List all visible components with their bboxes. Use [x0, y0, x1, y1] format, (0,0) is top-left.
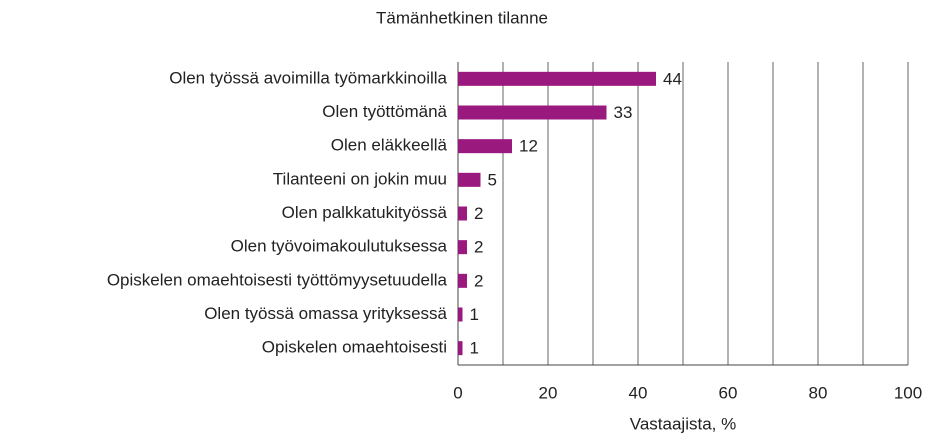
- y-tick-label: Olen työssä omassa yrityksessä: [204, 304, 447, 323]
- x-tick-label: 80: [809, 383, 828, 402]
- x-axis-label: Vastaajista, %: [630, 414, 736, 433]
- value-label: 1: [470, 305, 479, 324]
- value-label: 2: [474, 204, 483, 223]
- value-label: 33: [614, 103, 633, 122]
- bar: [458, 341, 463, 356]
- bar: [458, 139, 512, 154]
- y-tick-label: Opiskelen omaehtoisesti: [262, 338, 447, 357]
- bar: [458, 240, 467, 255]
- chart-title: Tämänhetkinen tilanne: [376, 8, 548, 27]
- x-tick-label: 100: [894, 383, 922, 402]
- bar: [458, 105, 607, 120]
- value-label: 5: [488, 170, 497, 189]
- y-tick-label: Olen työssä avoimilla työmarkkinoilla: [169, 68, 447, 87]
- value-label: 2: [474, 238, 483, 257]
- y-tick-label: Tilanteeni on jokin muu: [273, 169, 447, 188]
- y-tick-label: Opiskelen omaehtoisesti työttömyysetuude…: [107, 270, 448, 289]
- value-label: 1: [470, 339, 479, 358]
- bar: [458, 273, 467, 288]
- bar: [458, 172, 481, 187]
- value-label: 2: [474, 271, 483, 290]
- x-tick-label: 40: [629, 383, 648, 402]
- value-label: 12: [519, 137, 538, 156]
- bar: [458, 206, 467, 221]
- y-tick-label: Olen työvoimakoulutuksessa: [231, 237, 448, 256]
- value-label: 44: [663, 69, 682, 88]
- y-tick-label: Olen eläkkeellä: [331, 136, 448, 155]
- x-tick-label: 0: [453, 383, 462, 402]
- y-tick-label: Olen palkkatukityössä: [282, 203, 448, 222]
- x-tick-label: 20: [539, 383, 558, 402]
- x-tick-label: 60: [719, 383, 738, 402]
- y-tick-label: Olen työttömänä: [322, 102, 447, 121]
- bar: [458, 307, 463, 322]
- bar: [458, 71, 656, 86]
